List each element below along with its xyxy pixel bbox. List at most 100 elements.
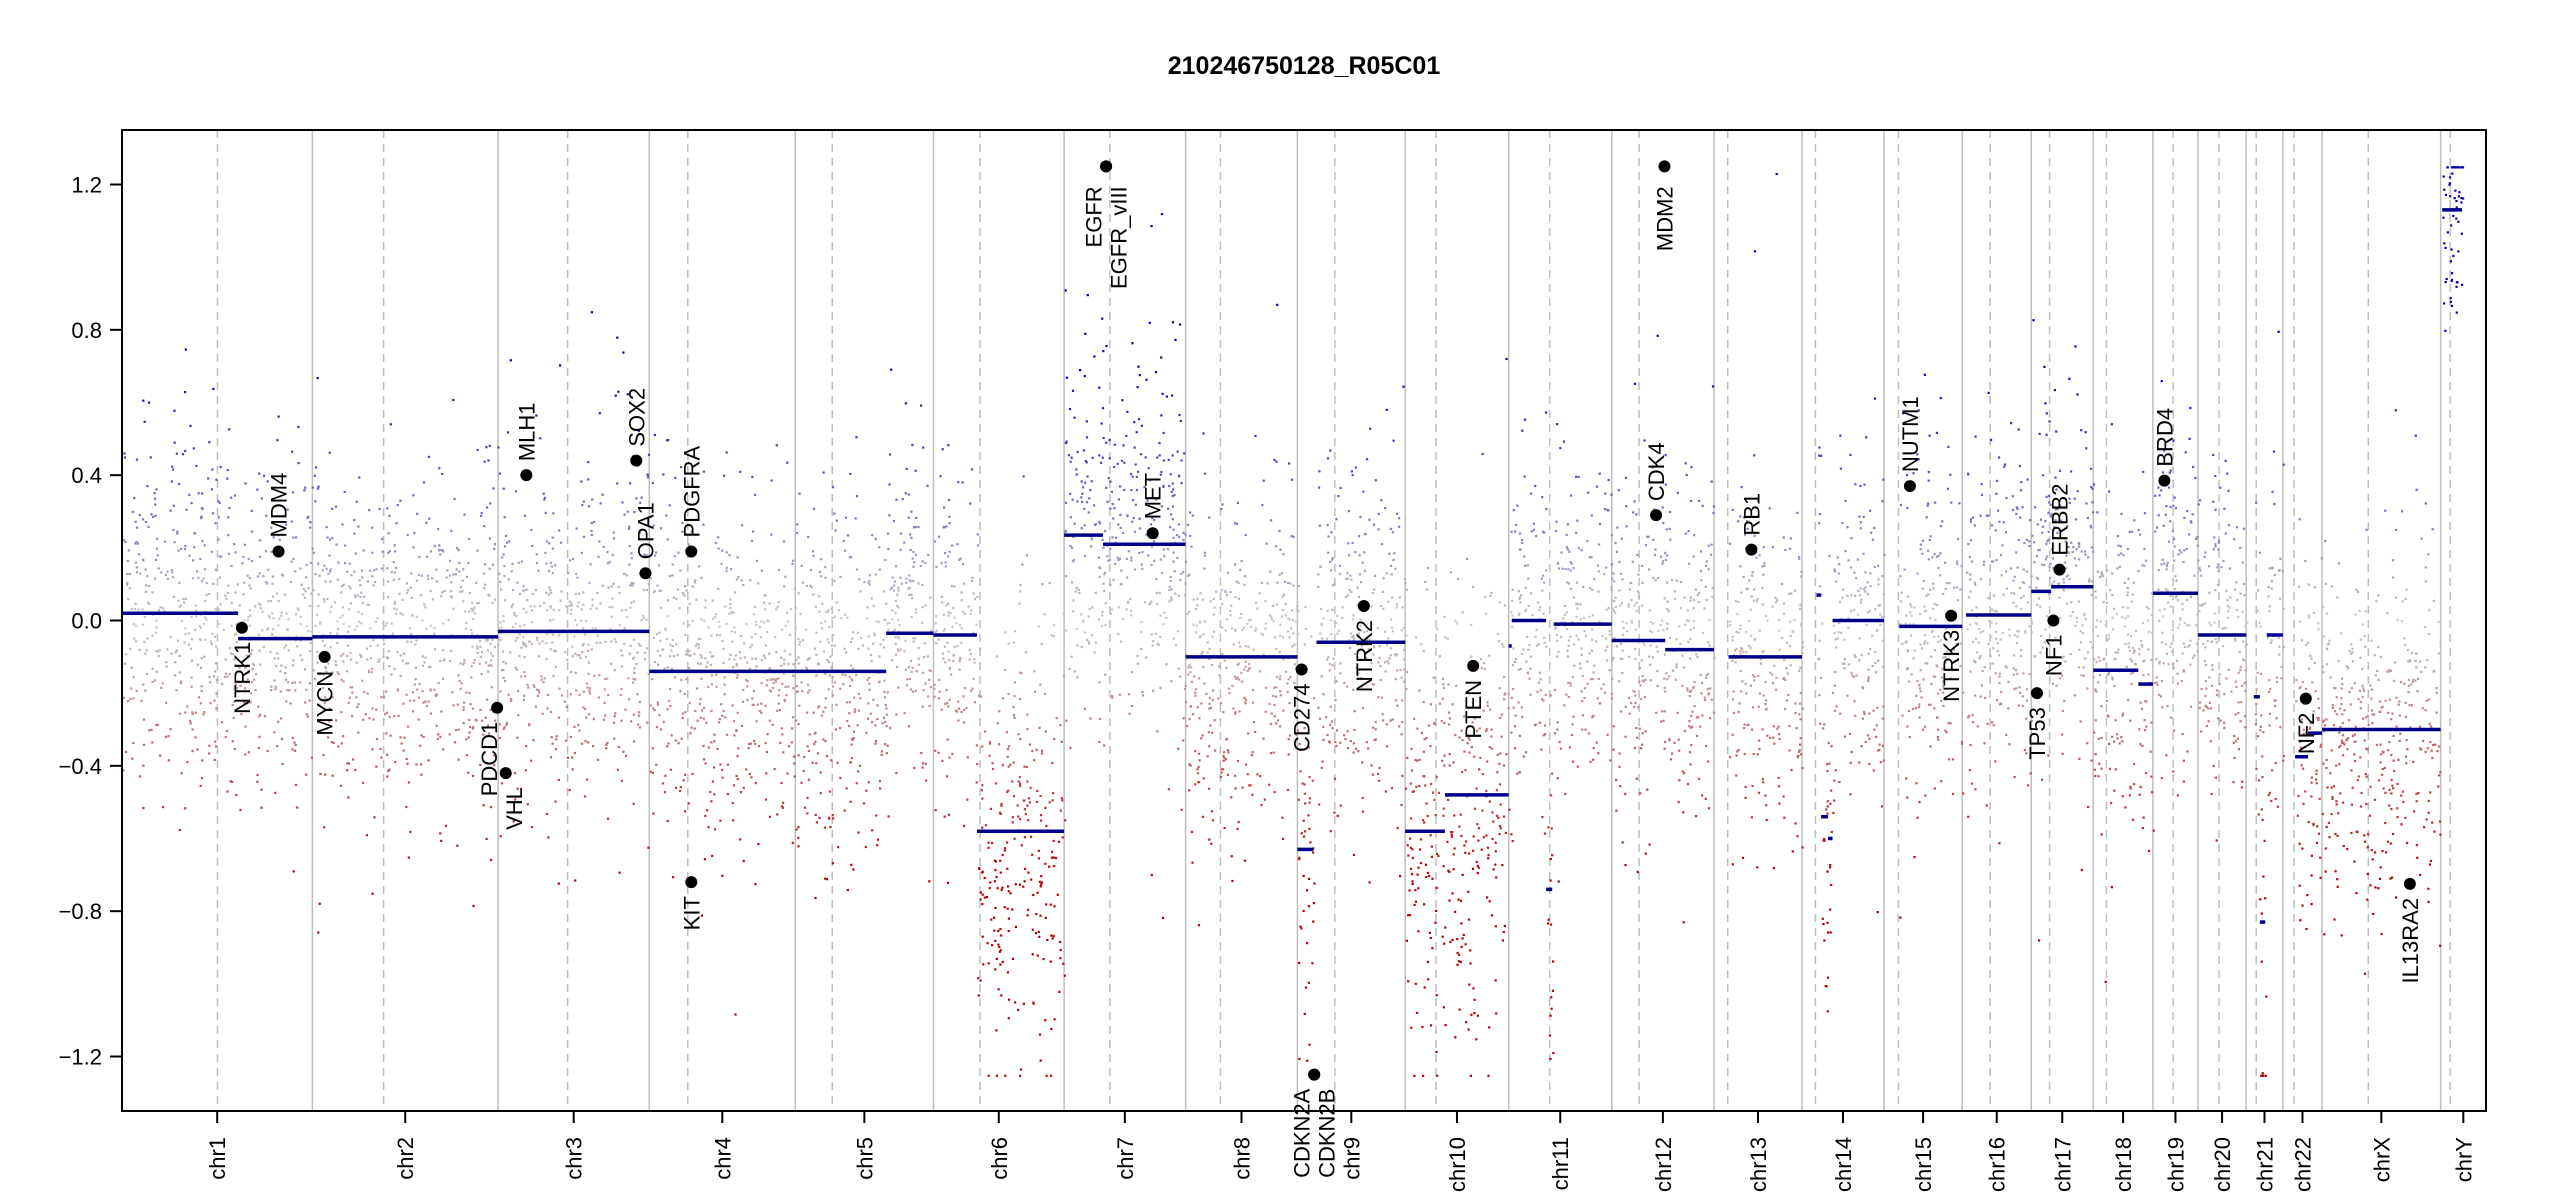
- probe-point: [1501, 939, 1504, 942]
- probe-point: [1561, 567, 1564, 570]
- probe-point: [123, 452, 126, 455]
- probe-point: [1697, 601, 1700, 604]
- probe-point: [1422, 700, 1425, 703]
- probe-point: [1292, 535, 1295, 538]
- probe-point: [212, 582, 215, 585]
- probe-point: [1400, 629, 1403, 632]
- probe-point: [1222, 751, 1225, 754]
- probe-point: [305, 576, 308, 579]
- probe-point: [407, 856, 410, 859]
- probe-point: [208, 441, 211, 444]
- probe-point: [1213, 630, 1216, 633]
- probe-point: [1447, 869, 1450, 872]
- probe-point: [929, 596, 932, 599]
- probe-point: [1236, 827, 1239, 830]
- probe-point: [1182, 531, 1185, 534]
- probe-point: [688, 649, 691, 653]
- probe-point: [725, 551, 728, 554]
- probe-point: [1655, 711, 1658, 714]
- probe-point: [1027, 908, 1030, 911]
- probe-point: [921, 560, 924, 563]
- probe-point: [393, 571, 396, 574]
- probe-point: [1330, 633, 1333, 636]
- probe-point: [1357, 632, 1360, 635]
- probe-point: [526, 683, 529, 686]
- probe-point: [1000, 994, 1003, 997]
- probe-point: [1398, 725, 1401, 728]
- probe-point: [1580, 690, 1583, 693]
- probe-point: [1466, 742, 1469, 745]
- probe-point: [541, 712, 544, 715]
- probe-point: [846, 616, 849, 619]
- probe-point: [1377, 528, 1380, 531]
- probe-point: [1208, 707, 1211, 710]
- probe-point: [1692, 607, 1695, 610]
- probe-point: [1150, 873, 1153, 877]
- probe-point: [1625, 525, 1628, 528]
- probe-point: [1127, 550, 1130, 553]
- probe-point: [531, 826, 534, 829]
- probe-point: [1019, 818, 1022, 821]
- probe-point: [1057, 840, 1061, 843]
- probe-point: [857, 647, 860, 650]
- probe-point: [201, 759, 204, 762]
- probe-point: [630, 601, 633, 604]
- probe-point: [661, 648, 664, 651]
- probe-point: [1039, 885, 1042, 888]
- probe-point: [142, 718, 146, 721]
- probe-point: [887, 628, 890, 631]
- probe-point: [1416, 727, 1419, 730]
- probe-point: [1608, 630, 1611, 633]
- probe-point: [503, 575, 506, 578]
- probe-point: [621, 654, 624, 657]
- probe-point: [684, 773, 687, 776]
- probe-point: [527, 686, 530, 689]
- probe-point: [174, 661, 177, 664]
- probe-point: [960, 641, 963, 644]
- probe-point: [390, 622, 393, 625]
- probe-point: [151, 741, 154, 744]
- probe-point: [1524, 610, 1527, 613]
- probe-point: [1006, 971, 1009, 974]
- probe-point: [357, 611, 360, 614]
- probe-point: [499, 639, 502, 642]
- probe-point: [520, 675, 523, 678]
- probe-point: [756, 703, 759, 706]
- probe-point: [155, 724, 158, 727]
- probe-point: [356, 625, 359, 628]
- probe-point: [943, 645, 946, 648]
- probe-point: [1394, 699, 1398, 702]
- probe-point: [1347, 510, 1350, 513]
- probe-point: [1349, 740, 1352, 743]
- probe-point: [1389, 527, 1392, 530]
- probe-point: [1282, 709, 1285, 712]
- probe-point: [795, 828, 798, 831]
- probe-point: [1592, 747, 1595, 750]
- probe-point: [658, 714, 661, 717]
- probe-point: [1587, 732, 1590, 735]
- probe-point: [344, 544, 347, 547]
- probe-point: [748, 742, 751, 745]
- probe-point: [201, 539, 204, 543]
- probe-point: [1695, 716, 1699, 719]
- probe-point: [198, 696, 201, 699]
- probe-point: [148, 401, 151, 404]
- probe-point: [590, 648, 593, 651]
- probe-point: [1679, 606, 1682, 610]
- probe-point: [1400, 733, 1403, 736]
- probe-point: [849, 800, 852, 803]
- probe-point: [612, 531, 615, 534]
- probe-point: [1468, 852, 1471, 855]
- probe-point: [156, 650, 159, 653]
- probe-point: [484, 716, 487, 719]
- probe-point: [1616, 526, 1619, 529]
- probe-point: [844, 613, 847, 616]
- probe-point: [256, 780, 259, 783]
- probe-point: [1083, 631, 1086, 634]
- probe-point: [345, 670, 349, 673]
- probe-point: [1566, 548, 1569, 551]
- probe-point: [1403, 648, 1406, 651]
- probe-point: [733, 658, 736, 661]
- probe-point: [1490, 591, 1493, 595]
- probe-point: [736, 711, 739, 714]
